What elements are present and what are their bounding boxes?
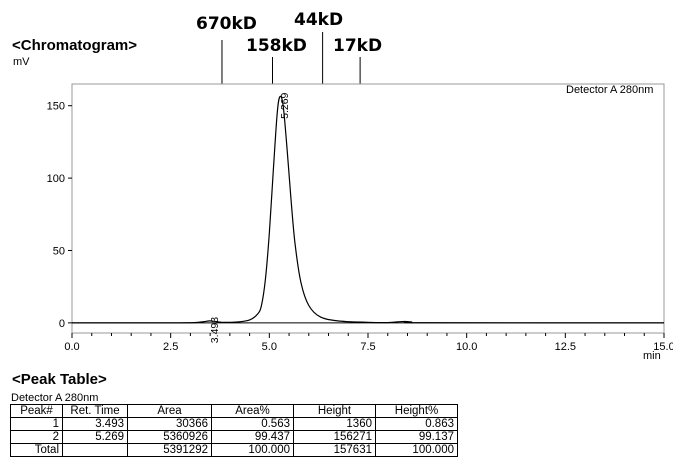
column-header: Ret. Time bbox=[62, 404, 128, 418]
chromatogram-chart: 0 50 100 150 0.0 2.5 5.0 7.5 10.0 12.5 15.0 3.493… bbox=[47, 32, 673, 353]
detector-label: Detector A 280nm bbox=[566, 84, 654, 96]
x-tick-label: 7.5 bbox=[360, 341, 375, 353]
marker-label: 44kD bbox=[294, 10, 344, 30]
peak-table-title: <Peak Table> bbox=[12, 371, 107, 388]
table-row: 2 5.269 5360926 99.437 156271 99.137 bbox=[10, 430, 458, 444]
table-cell: 99.137 bbox=[375, 430, 458, 444]
table-cell: 5391292 bbox=[127, 443, 212, 457]
peak-label: 5.269 bbox=[279, 92, 291, 118]
peak-table-detector: Detector A 280nm bbox=[11, 392, 99, 404]
y-tick-label: 0 bbox=[59, 318, 65, 330]
y-unit-label: mV bbox=[13, 56, 30, 68]
table-cell bbox=[62, 443, 128, 457]
table-cell: 5.269 bbox=[62, 430, 128, 444]
table-cell: Total bbox=[10, 443, 63, 457]
table-cell: 2 bbox=[10, 430, 63, 444]
table-cell: 30366 bbox=[127, 417, 212, 431]
table-cell: 1360 bbox=[293, 417, 376, 431]
table-cell: 100.000 bbox=[211, 443, 294, 457]
peak-table-header-row: Peak# Ret. Time Area Area% Height Height… bbox=[10, 404, 458, 418]
table-cell: 3.493 bbox=[62, 417, 128, 431]
y-tick-label: 150 bbox=[47, 101, 65, 113]
peak-label: 3.493 bbox=[209, 317, 221, 343]
table-cell: 0.563 bbox=[211, 417, 294, 431]
x-tick-label: 2.5 bbox=[163, 341, 178, 353]
chromatogram-trace bbox=[71, 95, 665, 324]
table-row: Total 5391292 100.000 157631 100.000 bbox=[10, 443, 458, 457]
table-cell: 157631 bbox=[293, 443, 376, 457]
marker-label: 17kD bbox=[333, 36, 383, 56]
column-header: Height% bbox=[375, 404, 458, 418]
table-cell: 0.863 bbox=[375, 417, 458, 431]
peak-table: Peak# Ret. Time Area Area% Height Height… bbox=[10, 404, 458, 457]
table-row: 1 3.493 30366 0.563 1360 0.863 bbox=[10, 417, 458, 431]
table-cell: 1 bbox=[10, 417, 63, 431]
column-header: Area bbox=[127, 404, 212, 418]
x-axis-label: min bbox=[643, 350, 661, 362]
x-tick-label: 15.0 bbox=[653, 341, 673, 353]
chart-title: <Chromatogram> bbox=[12, 37, 138, 54]
x-tick-label: 10.0 bbox=[456, 341, 477, 353]
x-tick-label: 0.0 bbox=[64, 341, 79, 353]
marker-label: 670kD bbox=[196, 14, 257, 34]
x-tick-label: 12.5 bbox=[555, 341, 576, 353]
column-header: Peak# bbox=[10, 404, 63, 418]
plot-frame bbox=[71, 83, 665, 334]
table-cell: 5360926 bbox=[127, 430, 212, 444]
column-header: Area% bbox=[211, 404, 294, 418]
table-cell: 156271 bbox=[293, 430, 376, 444]
y-tick-label: 100 bbox=[47, 173, 65, 185]
marker-label: 158kD bbox=[246, 36, 307, 56]
y-tick-label: 50 bbox=[53, 245, 65, 257]
x-tick-label: 5.0 bbox=[262, 341, 277, 353]
table-cell: 100.000 bbox=[375, 443, 458, 457]
column-header: Height bbox=[293, 404, 376, 418]
table-cell: 99.437 bbox=[211, 430, 294, 444]
